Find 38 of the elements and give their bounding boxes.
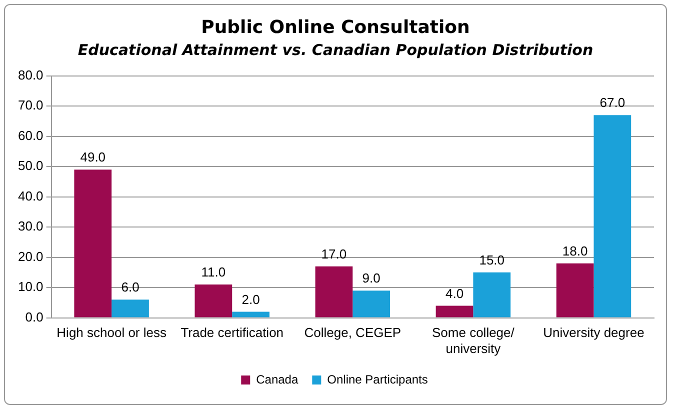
y-tick-label: 50.0 [18,158,44,174]
bar [315,266,353,318]
y-tick-label: 80.0 [18,67,44,82]
data-label: 4.0 [445,286,464,301]
y-tick-label: 60.0 [18,128,44,143]
bar [556,263,594,318]
data-label: 49.0 [80,150,106,165]
bar [74,170,112,318]
y-tick-label: 40.0 [18,188,44,204]
legend-label: Online Participants [327,372,428,386]
x-tick-label: High school or less [56,325,167,340]
chart-subtitle: Educational Attainment vs. Canadian Population Distribution [76,41,594,59]
chart-title: Public Online Consultation [200,17,471,38]
bar [473,272,511,318]
bar [112,300,149,318]
data-label: 17.0 [321,246,347,262]
y-tick-label: 20.0 [18,248,44,264]
bar [194,284,232,318]
y-tick-label: 10.0 [18,279,44,294]
legend-label: Canada [256,372,298,386]
bar [352,290,390,318]
y-tick-label: 70.0 [18,98,44,113]
data-label: 9.0 [362,270,380,286]
data-label: 11.0 [201,264,226,280]
x-tick-label: College, CEGEP [304,325,402,340]
data-label: 15.0 [479,252,505,268]
data-label: 67.0 [600,95,626,110]
data-label: 2.0 [242,292,260,307]
y-tick-label: 30.0 [18,218,44,234]
x-tick-label: Some college/university [432,325,515,356]
x-tick-label: Trade certification [180,325,284,340]
data-label: 18.0 [562,243,588,258]
bar [436,306,474,318]
bar [232,312,270,318]
data-label: 6.0 [121,280,140,295]
bar [594,115,632,318]
x-tick-label: University degree [543,325,644,340]
y-tick-label: 0.0 [25,309,44,324]
